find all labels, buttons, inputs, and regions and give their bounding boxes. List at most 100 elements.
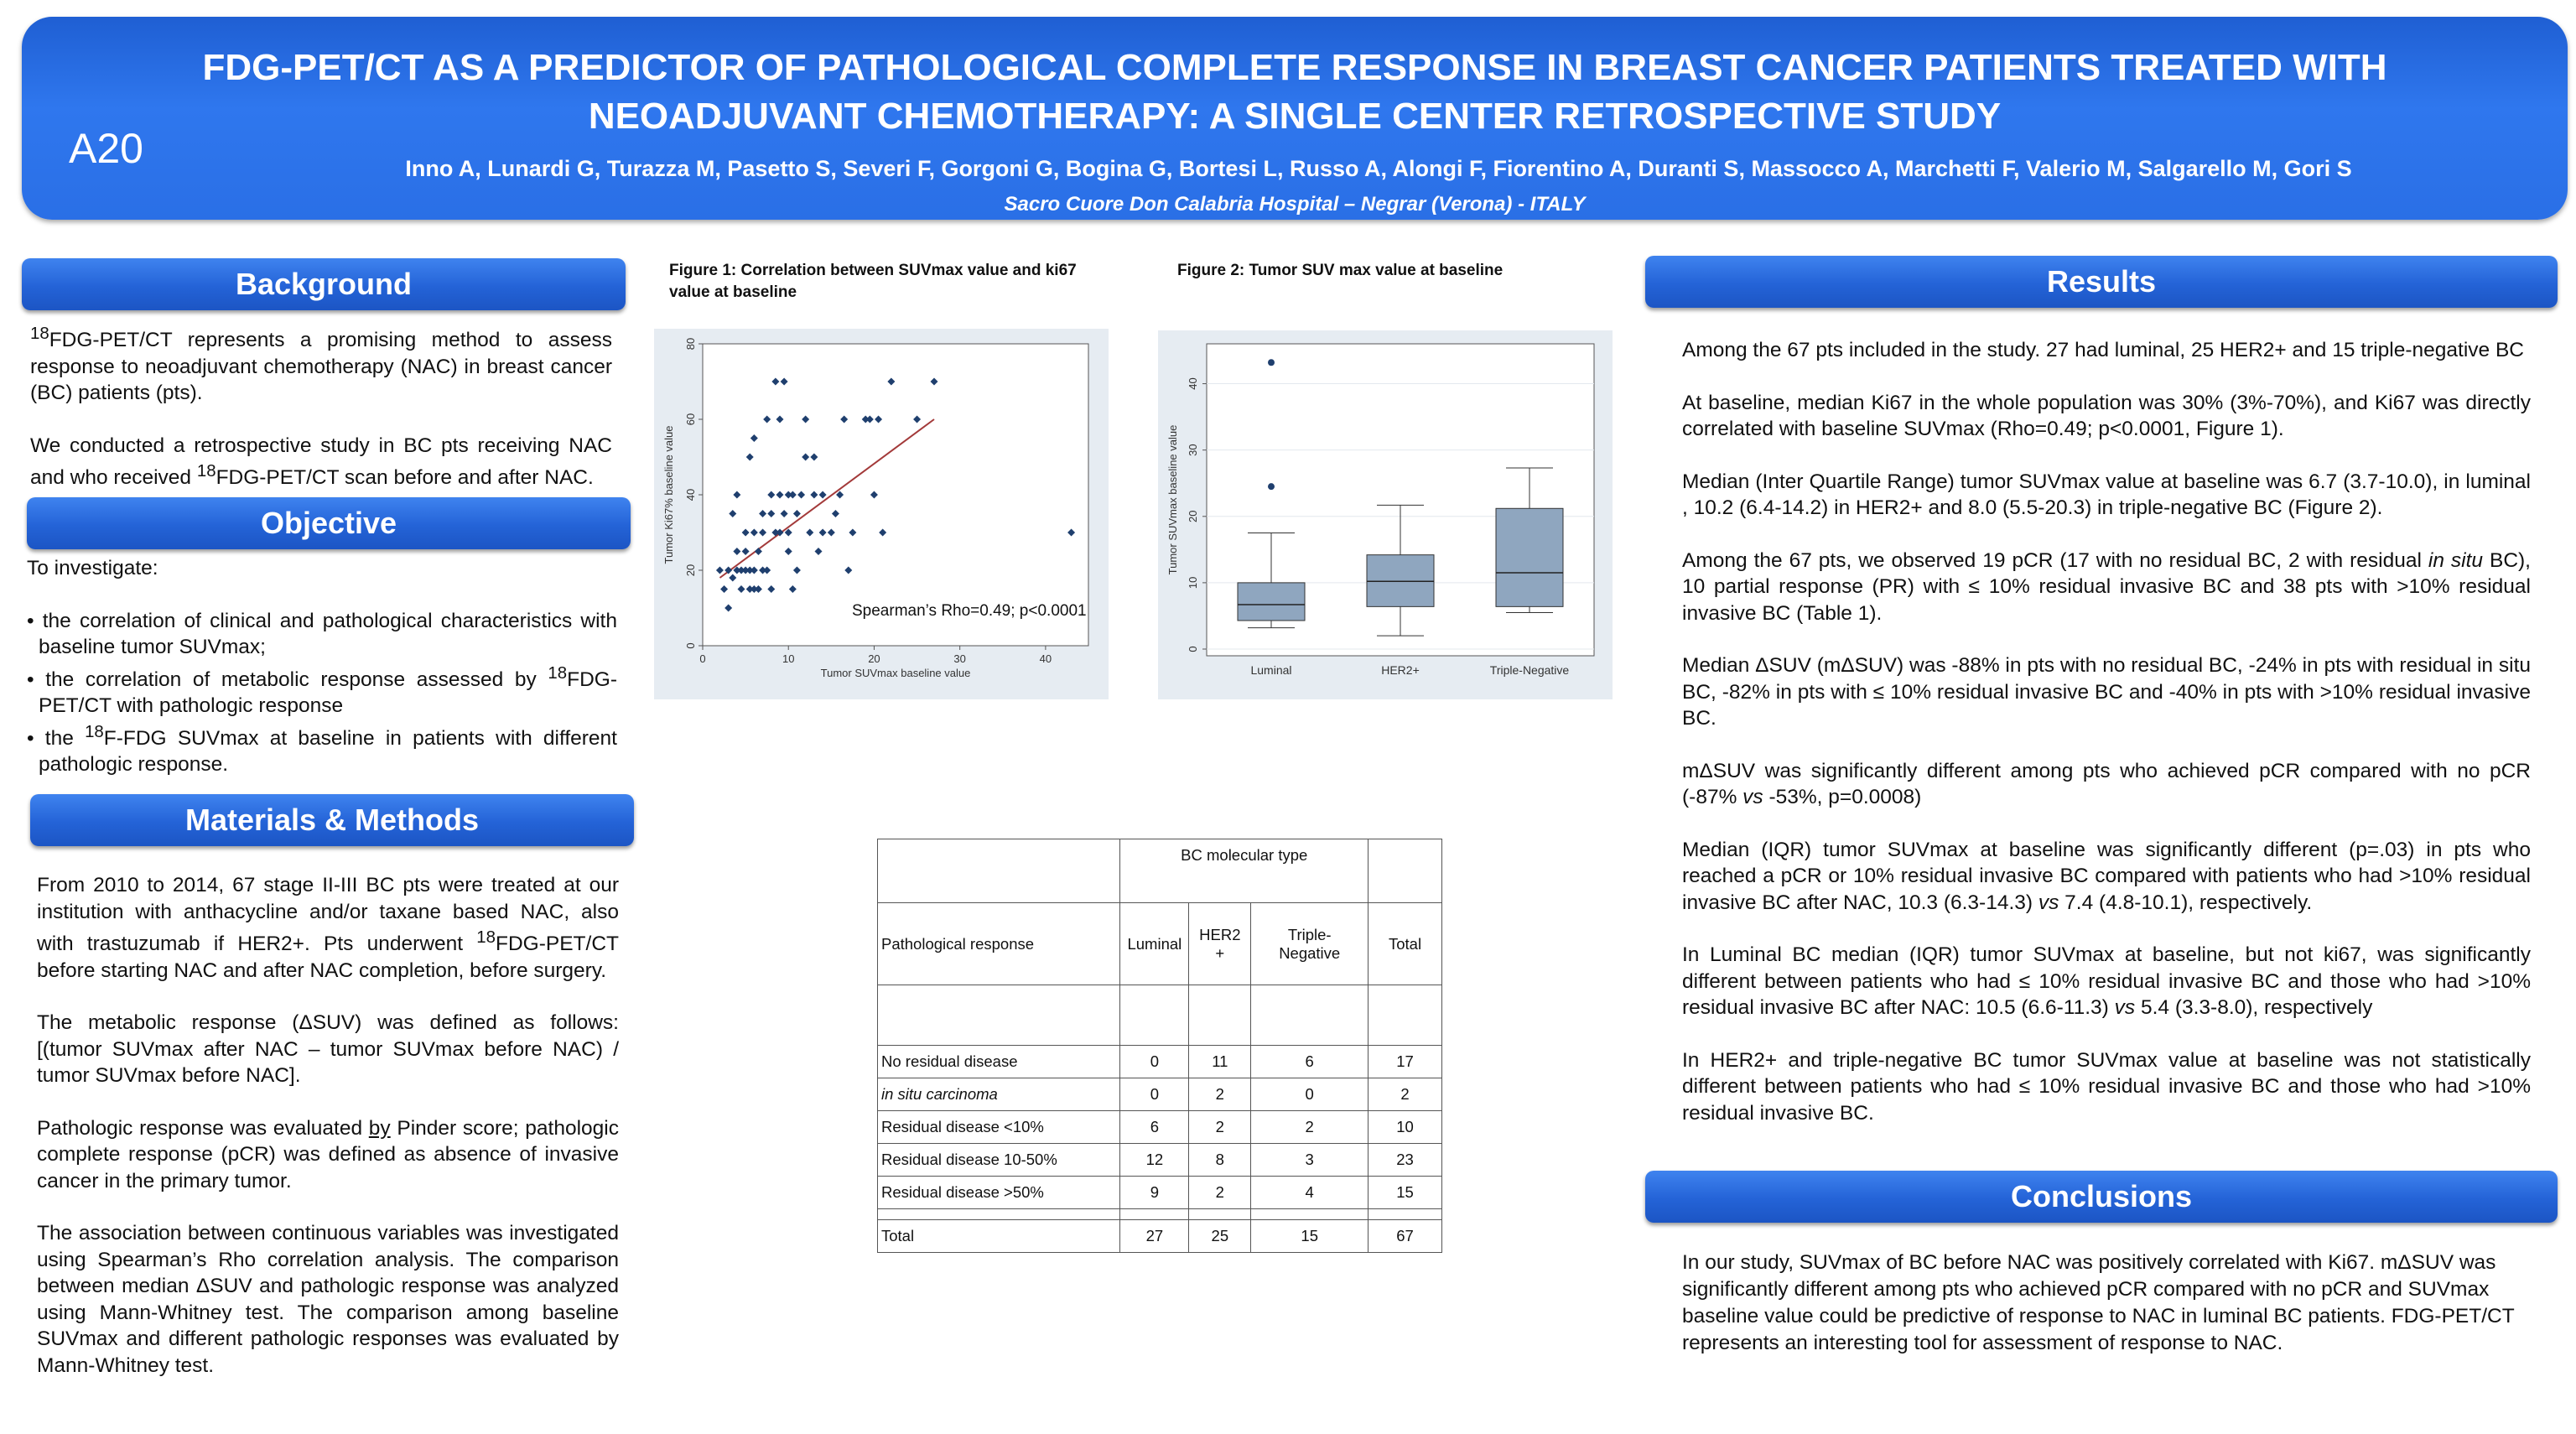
y-tick-label: 30 [1187,444,1199,455]
box-outlier [1268,359,1275,366]
data-point [776,528,784,537]
y-axis-label: Tumor SUVmax baseline value [1166,425,1179,575]
figure1-caption: Figure 1: Correlation between SUVmax val… [669,262,1077,301]
data-point [741,528,750,537]
category-label: Luminal [1250,663,1291,677]
x-axis-label: Tumor SUVmax baseline value [821,667,971,679]
data-point [724,566,733,574]
data-point [733,566,741,574]
figure2-caption: Figure 2: Tumor SUV max value at baselin… [1177,262,1504,279]
y-tick-label: 0 [684,642,697,648]
methods-text: From 2010 to 2014, 67 stage II-III BC pt… [37,874,619,1377]
data-point [750,528,758,537]
poster-title: FDG-PET/CT AS A PREDICTOR OF PATHOLOGICA… [202,47,2387,137]
response-table: BC molecular type Pathological response … [876,839,1442,1253]
data-point [759,510,767,517]
x-tick-label: 40 [1040,652,1052,665]
data-point [767,491,776,499]
y-tick-label: 0 [1187,646,1199,652]
data-point [745,585,754,593]
y-tick-label: 40 [1187,377,1199,389]
objective-text: To investigate: • the correlation of cli… [27,555,617,778]
data-point [814,548,823,555]
table-col-tn: Triple- Negative [1250,902,1369,985]
poster-code: A20 [69,125,143,172]
correlation-annotation: Spearman’s Rho=0.49; p<0.0001 [852,602,1087,620]
table-total-row: Total 27 25 15 67 [876,1219,1442,1253]
objective-item: • the correlation of metabolic response … [27,663,617,718]
data-point [737,585,745,593]
data-point [767,510,776,517]
figure1-panel: 0 10 20 30 40 0 20 40 60 80 Tumor SUVmax baseline … [654,329,1109,699]
table-row: No residual disease 0 11 6 17 [876,1045,1442,1078]
data-point [1067,528,1076,537]
data-point [861,415,870,423]
data-point [729,510,737,517]
data-point [780,377,788,386]
data-point [836,491,844,499]
category-label: Triple-Negative [1490,663,1570,677]
data-point [831,510,839,517]
data-point [788,491,797,499]
table-col-luminal: Luminal [1119,902,1190,985]
y-tick-label: 20 [684,564,697,576]
data-point [865,415,874,423]
conclusions-heading: Conclusions [1645,1171,2558,1223]
data-point [913,415,922,423]
data-point [733,548,741,555]
data-point [788,585,797,593]
data-point [784,491,792,499]
data-point [792,510,801,517]
table-col-her2: HER2 + [1188,902,1252,985]
data-point [763,566,771,574]
y-tick-label: 20 [1187,511,1199,522]
data-point [806,528,814,537]
data-point [797,491,806,499]
data-point [784,528,792,537]
x-tick-label: 30 [953,652,965,665]
box-outlier [1268,483,1275,491]
data-point [720,585,729,593]
data-point [776,491,784,499]
data-point [818,491,827,499]
data-point [737,566,745,574]
data-point [741,566,750,574]
data-point [759,566,767,574]
data-point [741,548,750,555]
data-point [792,566,801,574]
data-point [745,453,754,461]
conclusions-text: In our study, SUVmax of BC before NAC wa… [1682,1251,2515,1354]
x-tick-label: 0 [699,652,705,665]
box-iqr [1495,507,1564,607]
table-group-header: BC molecular type [1119,839,1369,903]
data-point [818,528,827,537]
data-point [715,566,724,574]
y-axis-label: Tumor Ki67% baseline value [662,426,675,564]
data-point [784,548,792,555]
data-point [810,453,818,461]
x-tick-label: 10 [782,652,794,665]
results-heading: Results [1645,256,2558,308]
table-row: Residual disease <10% 6 2 2 10 [876,1110,1442,1144]
data-point [754,585,762,593]
data-point [840,415,849,423]
objective-item: • the correlation of clinical and pathol… [27,609,617,659]
data-point [887,377,896,386]
data-point [849,528,857,537]
data-point [729,574,737,582]
data-point [780,510,788,517]
affiliation: Sacro Cuore Don Calabria Hospital – Negr… [1004,193,1586,216]
box-iqr [1237,582,1306,621]
data-point [802,453,810,461]
data-point [827,528,835,537]
data-point [844,566,853,574]
data-point [759,528,767,537]
y-tick-label: 40 [684,489,697,501]
data-point [750,585,758,593]
y-tick-label: 60 [684,413,697,425]
data-point [754,548,762,555]
results-text: Among the 67 pts included in the study. … [1682,339,2531,1125]
scatter-plot: 0 10 20 30 40 0 20 40 60 80 Tumor SUVmax baseline … [662,338,1089,679]
y-tick-label: 10 [1187,577,1199,589]
data-point [930,377,938,386]
